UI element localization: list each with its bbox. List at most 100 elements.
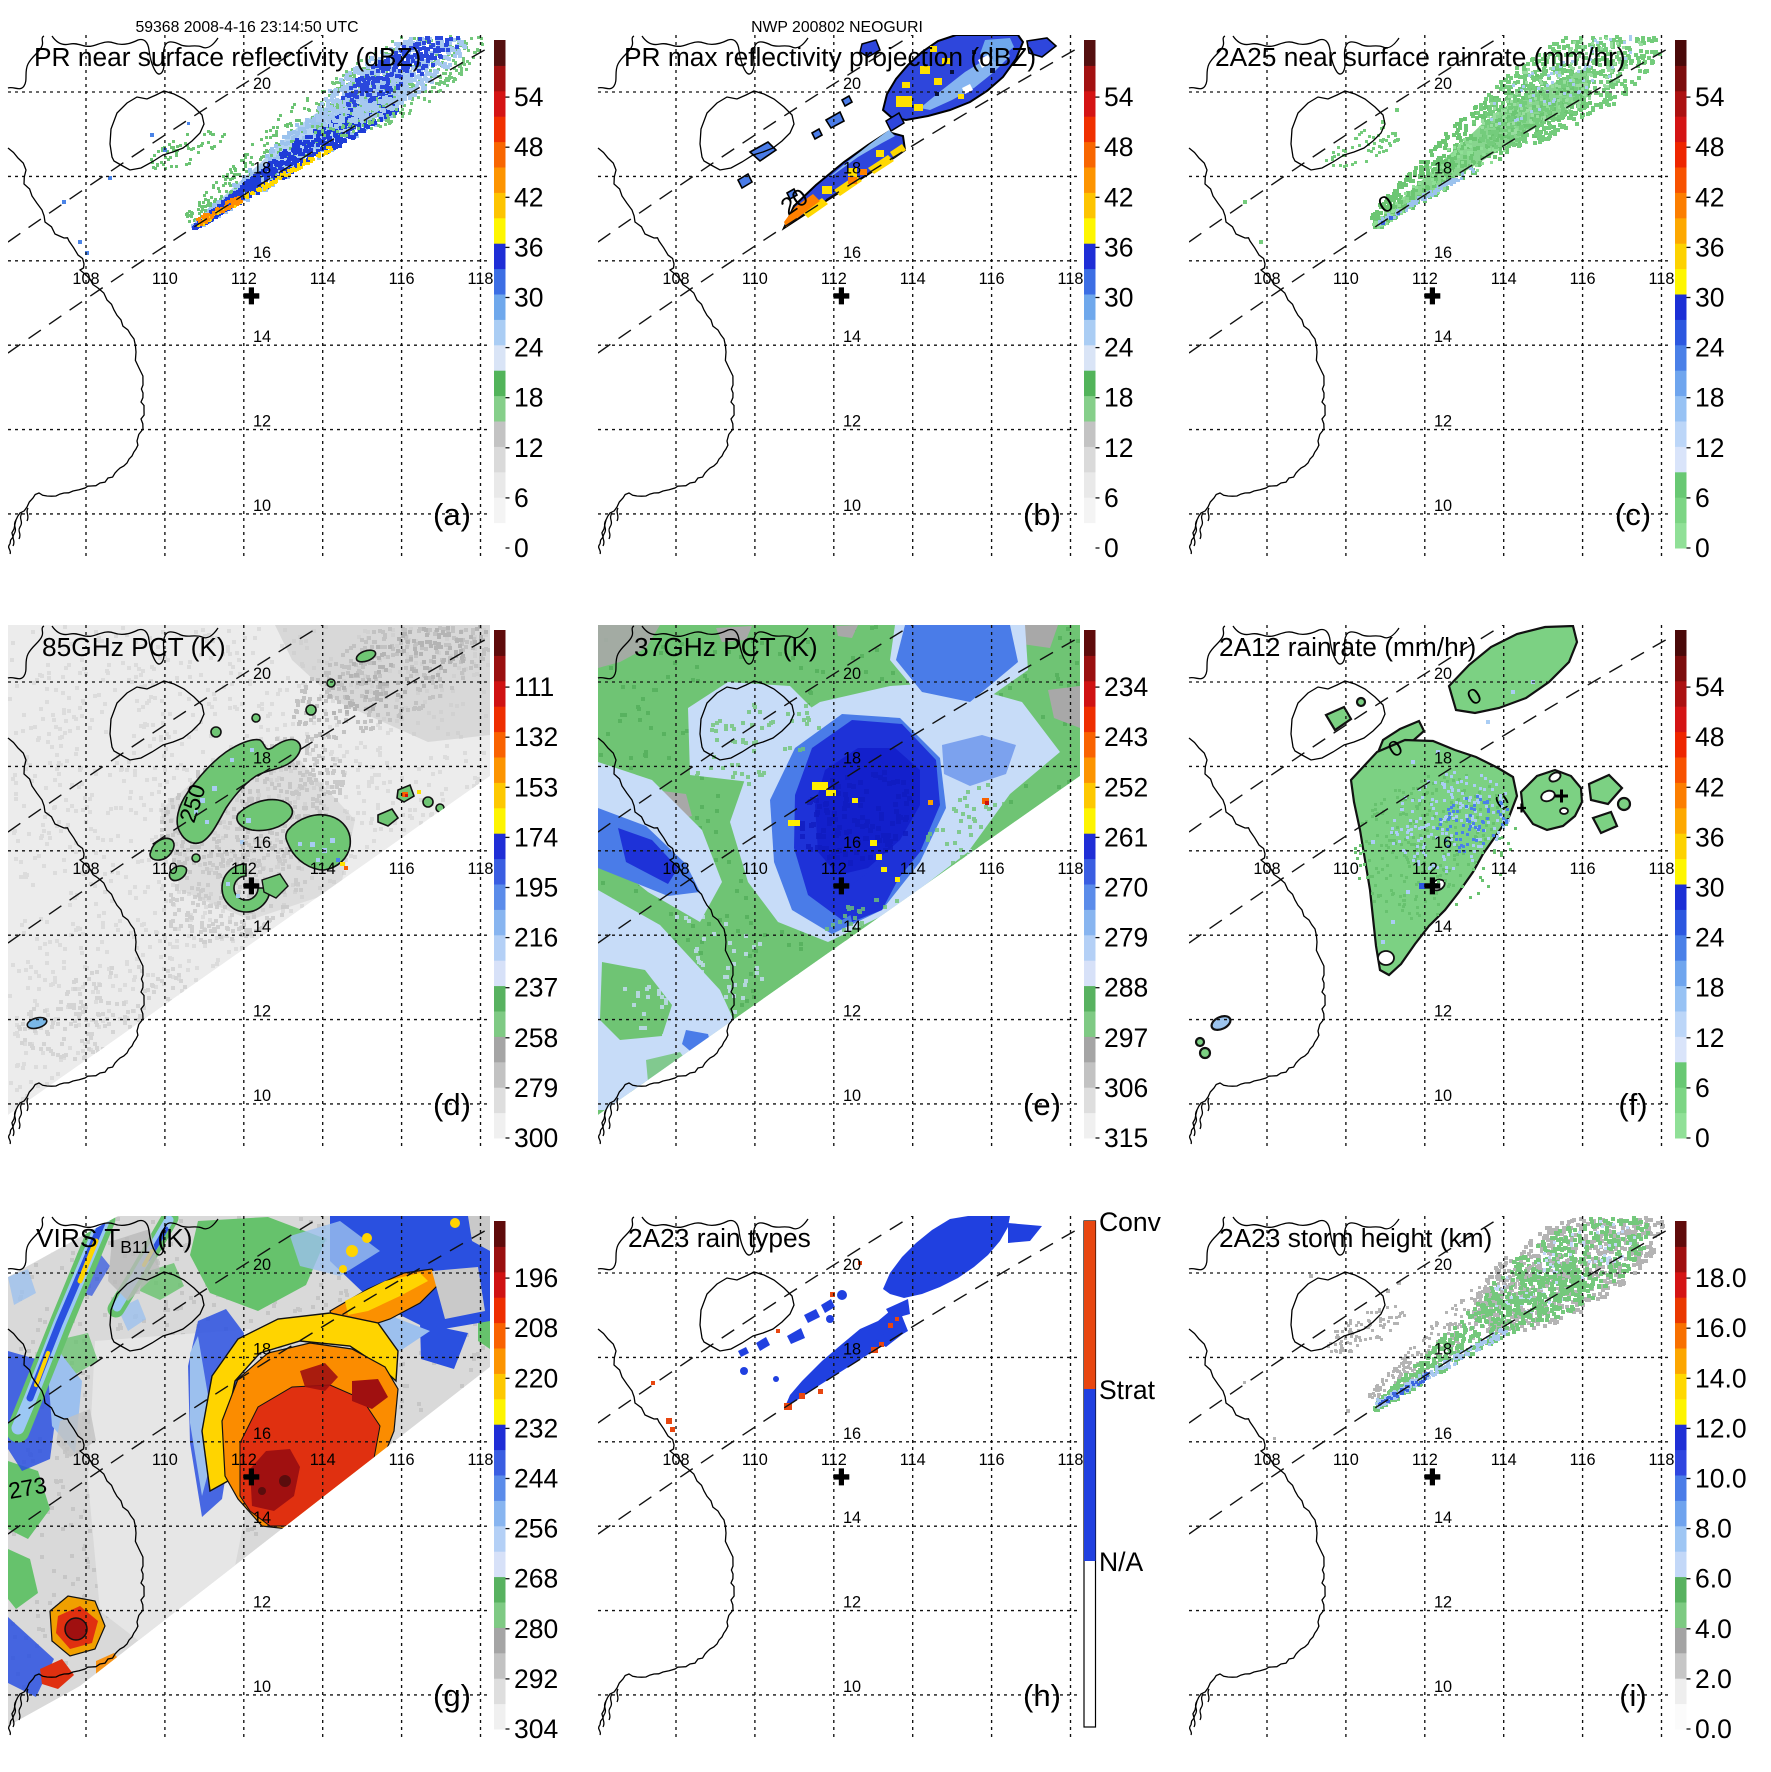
- svg-text:304: 304: [514, 1714, 558, 1744]
- svg-text:(e): (e): [1023, 1087, 1061, 1122]
- svg-text:270: 270: [1104, 873, 1148, 903]
- svg-text:2A12 rainrate (mm/hr): 2A12 rainrate (mm/hr): [1219, 632, 1476, 662]
- svg-text:14.0: 14.0: [1695, 1363, 1747, 1393]
- svg-text:30: 30: [1695, 283, 1724, 313]
- svg-text:48: 48: [514, 132, 543, 162]
- svg-text:54: 54: [1695, 82, 1724, 112]
- svg-text:6.0: 6.0: [1695, 1563, 1732, 1593]
- svg-text:2.0: 2.0: [1695, 1664, 1732, 1694]
- svg-text:(d): (d): [433, 1087, 471, 1122]
- svg-text:(a): (a): [433, 497, 471, 532]
- svg-text:(f): (f): [1618, 1087, 1647, 1122]
- svg-text:30: 30: [1695, 873, 1724, 903]
- svg-text:256: 256: [514, 1513, 558, 1543]
- svg-text:12: 12: [1104, 433, 1133, 463]
- svg-text:306: 306: [1104, 1073, 1148, 1103]
- svg-text:42: 42: [1695, 773, 1724, 803]
- svg-text:174: 174: [514, 823, 558, 853]
- svg-text:234: 234: [1104, 672, 1148, 702]
- svg-text:153: 153: [514, 773, 558, 803]
- svg-text:18: 18: [514, 383, 543, 413]
- svg-text:315: 315: [1104, 1123, 1148, 1153]
- svg-text:48: 48: [1695, 722, 1724, 752]
- svg-text:24: 24: [514, 333, 543, 363]
- svg-text:0: 0: [514, 533, 529, 563]
- svg-text:258: 258: [514, 1023, 558, 1053]
- svg-text:279: 279: [1104, 923, 1148, 953]
- svg-text:300: 300: [514, 1123, 558, 1153]
- svg-text:18: 18: [1695, 973, 1724, 1003]
- svg-text:8.0: 8.0: [1695, 1513, 1732, 1543]
- svg-text:12: 12: [1695, 433, 1724, 463]
- svg-text:196: 196: [514, 1263, 558, 1293]
- svg-text:252: 252: [1104, 773, 1148, 803]
- svg-text:(g): (g): [433, 1678, 471, 1713]
- svg-text:24: 24: [1104, 333, 1133, 363]
- svg-text:0.0: 0.0: [1695, 1714, 1732, 1744]
- svg-text:4.0: 4.0: [1695, 1613, 1732, 1643]
- svg-text:18.0: 18.0: [1695, 1263, 1747, 1293]
- svg-text:30: 30: [514, 283, 543, 313]
- svg-text:232: 232: [514, 1413, 558, 1443]
- svg-text:6: 6: [514, 483, 529, 513]
- svg-text:54: 54: [1695, 672, 1724, 702]
- svg-text:85GHz PCT (K): 85GHz PCT (K): [42, 632, 226, 662]
- svg-text:208: 208: [514, 1313, 558, 1343]
- svg-text:42: 42: [514, 182, 543, 212]
- svg-text:268: 268: [514, 1563, 558, 1593]
- svg-text:132: 132: [514, 722, 558, 752]
- svg-text:2A25 near surface rainrate (mm: 2A25 near surface rainrate (mm/hr): [1215, 42, 1626, 72]
- svg-text:PR near surface reflectivity (: PR near surface reflectivity (dBZ): [34, 42, 421, 72]
- svg-text:PR max reflectivity projection: PR max reflectivity projection (dBZ): [624, 42, 1036, 72]
- svg-text:NWP 200802 NEOGURI: NWP 200802 NEOGURI: [751, 19, 923, 36]
- svg-text:195: 195: [514, 873, 558, 903]
- svg-text:48: 48: [1104, 132, 1133, 162]
- svg-text:18: 18: [1695, 383, 1724, 413]
- svg-text:54: 54: [514, 82, 543, 112]
- svg-text:292: 292: [514, 1664, 558, 1694]
- svg-text:42: 42: [1104, 182, 1133, 212]
- svg-text:220: 220: [514, 1363, 558, 1393]
- svg-text:(b): (b): [1023, 497, 1061, 532]
- svg-text:10.0: 10.0: [1695, 1463, 1747, 1493]
- svg-text:(h): (h): [1023, 1678, 1061, 1713]
- svg-text:0: 0: [1695, 1123, 1710, 1153]
- svg-text:111: 111: [514, 672, 554, 702]
- svg-text:6: 6: [1695, 1073, 1710, 1103]
- svg-text:2A23 rain types: 2A23 rain types: [628, 1223, 811, 1253]
- svg-text:24: 24: [1695, 333, 1724, 363]
- svg-text:36: 36: [1695, 232, 1724, 262]
- svg-text:36: 36: [514, 232, 543, 262]
- svg-text:(c): (c): [1615, 497, 1651, 532]
- svg-text:42: 42: [1695, 182, 1724, 212]
- svg-text:237: 237: [514, 973, 558, 1003]
- svg-text:16.0: 16.0: [1695, 1313, 1747, 1343]
- svg-text:VIRS TB11 (K): VIRS TB11 (K): [36, 1223, 193, 1257]
- svg-text:244: 244: [514, 1463, 558, 1493]
- svg-text:59368 2008-4-16 23:14:50 UTC: 59368 2008-4-16 23:14:50 UTC: [135, 19, 358, 36]
- svg-text:6: 6: [1695, 483, 1710, 513]
- svg-text:18: 18: [1104, 383, 1133, 413]
- svg-text:288: 288: [1104, 973, 1148, 1003]
- svg-text:12: 12: [1695, 1023, 1724, 1053]
- svg-text:280: 280: [514, 1613, 558, 1643]
- svg-text:N/A: N/A: [1099, 1547, 1144, 1577]
- svg-text:54: 54: [1104, 82, 1133, 112]
- svg-text:Conv: Conv: [1099, 1207, 1162, 1237]
- svg-text:Strat: Strat: [1099, 1375, 1156, 1405]
- svg-text:12.0: 12.0: [1695, 1413, 1747, 1443]
- svg-text:36: 36: [1104, 232, 1133, 262]
- svg-text:0: 0: [1104, 533, 1119, 563]
- svg-text:261: 261: [1104, 823, 1148, 853]
- svg-text:48: 48: [1695, 132, 1724, 162]
- svg-text:216: 216: [514, 923, 558, 953]
- svg-text:297: 297: [1104, 1023, 1148, 1053]
- svg-text:30: 30: [1104, 283, 1133, 313]
- svg-text:279: 279: [514, 1073, 558, 1103]
- svg-text:2A23 storm height (km): 2A23 storm height (km): [1219, 1223, 1492, 1253]
- svg-text:243: 243: [1104, 722, 1148, 752]
- svg-text:37GHz PCT (K): 37GHz PCT (K): [634, 632, 818, 662]
- svg-text:(i): (i): [1619, 1678, 1647, 1713]
- svg-text:24: 24: [1695, 923, 1724, 953]
- svg-text:6: 6: [1104, 483, 1119, 513]
